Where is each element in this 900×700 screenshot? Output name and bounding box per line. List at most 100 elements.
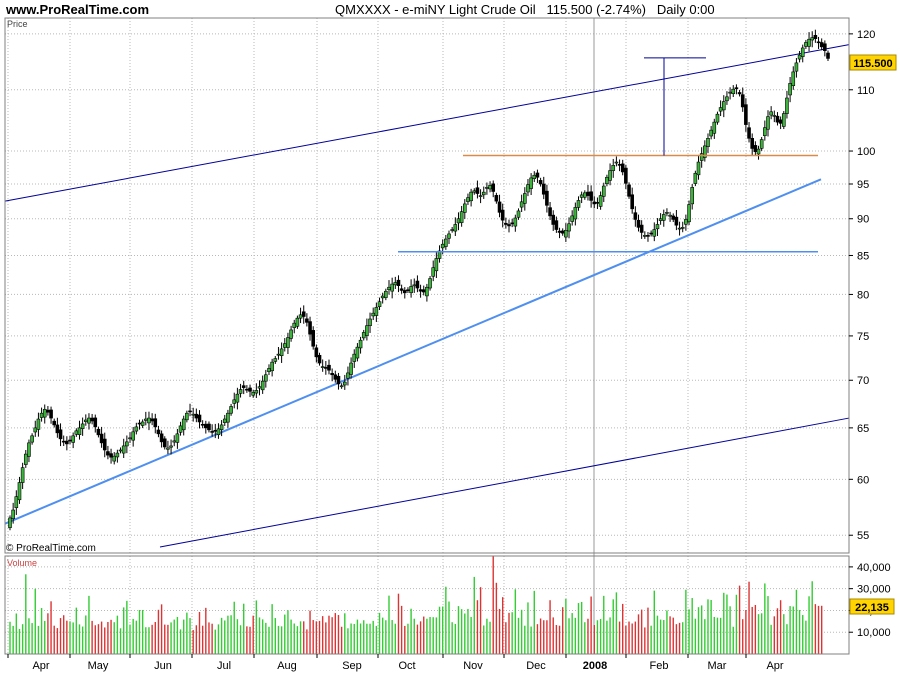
candle bbox=[71, 432, 75, 449]
candle-body-up bbox=[36, 418, 41, 430]
candle-body-down bbox=[46, 409, 50, 413]
candle bbox=[216, 423, 221, 439]
time-tick-label: Oct bbox=[398, 660, 415, 672]
candle-body-down bbox=[109, 453, 113, 458]
candle bbox=[346, 366, 350, 386]
candle bbox=[630, 187, 634, 214]
candle-body-up bbox=[579, 194, 584, 198]
price-tick-label: 120 bbox=[857, 29, 875, 41]
candle bbox=[99, 426, 104, 448]
candle-body-down bbox=[819, 42, 824, 48]
candle bbox=[305, 313, 309, 327]
candle bbox=[121, 438, 126, 458]
candle bbox=[816, 36, 821, 49]
candle bbox=[384, 288, 388, 301]
candle-body-up bbox=[466, 197, 470, 202]
candle bbox=[680, 221, 685, 233]
price-tick-label: 65 bbox=[857, 423, 869, 435]
candle-body-down bbox=[207, 423, 211, 431]
candle bbox=[333, 370, 338, 383]
candle-body-up bbox=[668, 214, 672, 217]
candle-body-up bbox=[33, 427, 38, 433]
candle-body-up bbox=[605, 176, 609, 185]
candle bbox=[298, 307, 303, 324]
candle-body-down bbox=[406, 289, 410, 292]
candle bbox=[286, 332, 290, 354]
candle bbox=[627, 182, 631, 199]
price-tick-label: 110 bbox=[857, 85, 875, 97]
candle bbox=[750, 133, 755, 155]
candle-body-up bbox=[140, 421, 145, 426]
candle bbox=[406, 287, 410, 294]
candle-body-up bbox=[570, 215, 574, 222]
candle-body-up bbox=[121, 445, 126, 454]
candle-body-up bbox=[377, 301, 382, 307]
candle-body-down bbox=[639, 224, 644, 233]
candle-body-up bbox=[712, 121, 717, 134]
candle bbox=[624, 164, 628, 190]
candle bbox=[567, 217, 571, 239]
candle bbox=[570, 210, 574, 226]
candle bbox=[55, 417, 60, 438]
candle-body-up bbox=[718, 107, 723, 112]
candle bbox=[589, 185, 593, 208]
candle-body-up bbox=[693, 172, 698, 184]
candle-body-up bbox=[661, 214, 666, 221]
candle bbox=[447, 230, 451, 244]
time-tick-label: Apr bbox=[766, 660, 783, 672]
candle bbox=[87, 413, 91, 430]
candle-body-down bbox=[396, 279, 401, 286]
candle-body-up bbox=[611, 165, 616, 171]
candle-body-down bbox=[778, 119, 783, 124]
candle bbox=[444, 234, 448, 250]
candle bbox=[14, 490, 19, 515]
candle-body-up bbox=[434, 258, 439, 272]
candle bbox=[450, 226, 454, 233]
candle-body-down bbox=[560, 230, 565, 234]
candle-body-up bbox=[428, 278, 432, 289]
candle bbox=[475, 180, 480, 199]
candle-body-up bbox=[282, 343, 287, 348]
candle bbox=[766, 110, 770, 137]
candle bbox=[425, 283, 429, 302]
candle-body-up bbox=[447, 233, 451, 239]
candle-body-up bbox=[251, 391, 255, 396]
candle bbox=[551, 210, 556, 231]
candle bbox=[504, 217, 508, 229]
candle-body-up bbox=[320, 366, 325, 368]
candle bbox=[147, 411, 151, 431]
candle bbox=[519, 194, 524, 212]
candle bbox=[336, 372, 341, 390]
candle-body-up bbox=[226, 412, 230, 423]
candle-body-down bbox=[399, 288, 404, 291]
candle-body-up bbox=[393, 282, 398, 286]
price-badge-text: 115.500 bbox=[853, 58, 892, 70]
candle bbox=[586, 184, 590, 201]
candle bbox=[118, 447, 123, 454]
candle bbox=[308, 316, 312, 341]
candle bbox=[30, 433, 34, 445]
candle-body-up bbox=[608, 170, 612, 181]
volume-panel-label: Volume bbox=[7, 558, 37, 568]
candle bbox=[684, 214, 688, 231]
candle-body-down bbox=[197, 414, 202, 423]
candle bbox=[497, 194, 502, 218]
candle-body-down bbox=[49, 409, 53, 419]
candle-body-down bbox=[421, 289, 426, 293]
time-tick-label: 2008 bbox=[583, 660, 607, 672]
candle bbox=[459, 206, 464, 227]
candle-body-up bbox=[690, 187, 694, 205]
candle bbox=[598, 191, 603, 210]
candle-body-up bbox=[125, 441, 129, 447]
candle-body-up bbox=[684, 219, 688, 225]
candle-body-up bbox=[8, 517, 12, 528]
candle bbox=[330, 368, 334, 382]
site-title[interactable]: www.ProRealTime.com bbox=[6, 2, 150, 17]
candle-body-down bbox=[671, 215, 676, 220]
volume-badge: 22,135 bbox=[849, 598, 895, 615]
candle bbox=[532, 171, 537, 183]
candle-body-up bbox=[804, 42, 808, 47]
candle-body-down bbox=[500, 209, 505, 221]
last-price: 115.500 bbox=[546, 2, 593, 17]
